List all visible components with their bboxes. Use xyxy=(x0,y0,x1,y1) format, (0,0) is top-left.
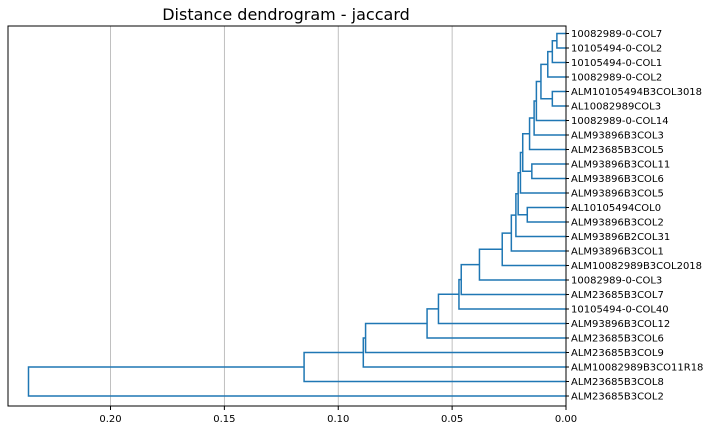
dendrogram-link xyxy=(526,206,566,223)
leaf-label: 10082989-0-COL3 xyxy=(571,276,662,287)
leaf-label: ALM93896B3COL1 xyxy=(571,247,664,258)
leaf-label: ALM93896B3COL5 xyxy=(571,189,664,200)
leaf-label: 10082989-0-COL7 xyxy=(571,29,662,40)
dendrogram-link xyxy=(478,248,566,281)
leaf-label: ALM23685B3COL7 xyxy=(571,290,664,301)
leaf-label: ALM10105494B3COL3018 xyxy=(571,87,702,98)
dendrogram-link xyxy=(519,151,566,194)
leaf-label: ALM23685B3COL2 xyxy=(571,392,664,403)
dendrogram-link xyxy=(517,172,528,216)
dendrogram-link xyxy=(27,366,566,397)
leaf-label: ALM93896B3COL11 xyxy=(571,160,670,171)
leaf-label: 10082989-0-COL14 xyxy=(571,116,669,127)
x-tick-label: 0.00 xyxy=(555,414,577,425)
leaf-label: ALM93896B3COL3 xyxy=(571,131,664,142)
leaf-label: 10082989-0-COL2 xyxy=(571,73,662,84)
dendrogram-link xyxy=(531,163,566,180)
leaf-label: ALM10082989B3COL2018 xyxy=(571,261,702,272)
dendrogram-links xyxy=(27,32,566,397)
x-tick-label: 0.05 xyxy=(441,414,463,425)
x-tick-label: 0.10 xyxy=(327,414,349,425)
leaf-label: ALM23685B3COL6 xyxy=(571,334,664,345)
x-axis-ticks: 0.20 0.15 0.10 0.05 0.00 xyxy=(99,406,577,425)
dendrogram-link xyxy=(556,32,566,49)
leaf-label: ALM10082989B3CO11R18 xyxy=(571,363,703,374)
dendrogram-link xyxy=(528,117,566,151)
leaf-label: ALM93896B3COL6 xyxy=(571,174,664,185)
leaf-label: ALM23685B3COL8 xyxy=(571,377,664,388)
dendrogram-link xyxy=(510,214,566,252)
x-tick-label: 0.20 xyxy=(99,414,121,425)
leaf-label: 10105494-0-COL2 xyxy=(571,44,662,55)
dendrogram-link xyxy=(551,90,566,107)
leaf-label: ALM93896B3COL2 xyxy=(571,218,664,229)
leaf-label: ALM93896B2COL31 xyxy=(571,232,670,243)
leaf-label: ALM23685B3COL5 xyxy=(571,145,664,156)
plot-frame xyxy=(7,25,567,407)
grid-lines xyxy=(110,26,567,406)
dendrogram-link xyxy=(551,40,566,64)
chart-title: Distance dendrogram - jaccard xyxy=(162,5,410,24)
dendrogram-link xyxy=(547,50,566,78)
x-tick-label: 0.15 xyxy=(213,414,235,425)
leaf-label: AL10105494COL0 xyxy=(571,203,661,214)
leaf-label: ALM93896B3COL12 xyxy=(571,319,670,330)
dendrogram-link xyxy=(521,133,532,172)
leaf-ticks: 10082989-0-COL7 10105494-0-COL2 10105494-0… xyxy=(566,29,703,403)
dendrogram-link xyxy=(540,63,553,100)
leaf-label: AL10082989COL3 xyxy=(571,102,661,113)
leaf-label: ALM23685B3COL9 xyxy=(571,348,664,359)
leaf-label: 10105494-0-COL1 xyxy=(571,58,662,69)
leaf-label: 10105494-0-COL40 xyxy=(571,305,669,316)
